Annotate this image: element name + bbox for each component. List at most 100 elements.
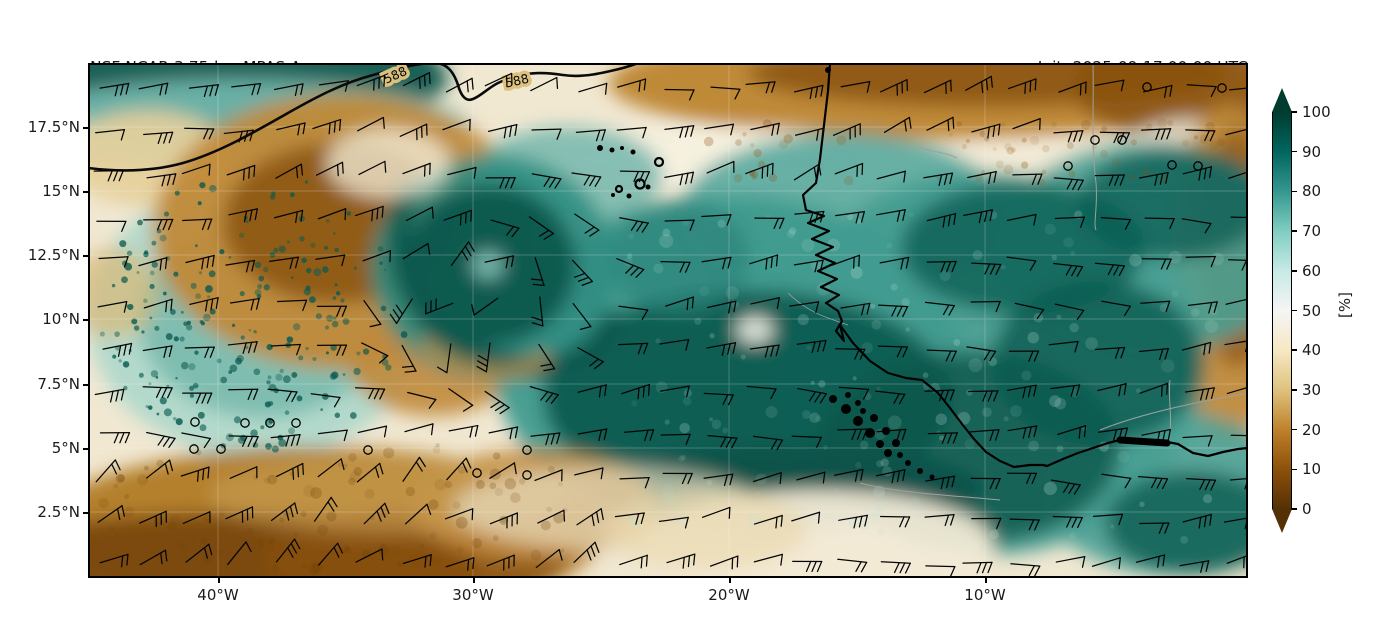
wind-barb [750, 297, 780, 310]
wind-barb [794, 210, 825, 224]
wind-barb [225, 506, 254, 523]
y-axis-tick [83, 255, 88, 257]
colorbar-tick-label: 0 [1302, 500, 1312, 518]
wind-barb [356, 462, 384, 483]
wind-barb [528, 216, 554, 240]
wind-barb [793, 84, 824, 100]
colorbar-tick-label: 100 [1302, 103, 1331, 121]
island [597, 145, 603, 151]
wind-barb [793, 259, 824, 273]
wind-barb [1182, 435, 1213, 447]
wind-barb [98, 256, 129, 268]
wind-barb [402, 554, 432, 568]
wind-barb [749, 344, 780, 358]
humidity-map-svg: 588 588 [88, 63, 1248, 578]
wind-barb [355, 548, 384, 563]
wind-barb [180, 466, 210, 482]
island [630, 149, 636, 155]
wind-barb [752, 472, 782, 485]
wind-barb [312, 118, 342, 135]
wind-barb [181, 163, 211, 176]
wind-barb [746, 385, 777, 400]
wind-barb [617, 78, 647, 92]
wind-barb [1228, 86, 1248, 91]
wind-barb [402, 162, 431, 177]
wind-barb [404, 503, 432, 525]
wind-barb [404, 423, 434, 436]
wind-barb [318, 80, 349, 92]
wind-barb [876, 209, 906, 222]
wind-barb [484, 390, 510, 415]
wind-barb [1012, 117, 1041, 131]
wind-barb [574, 213, 600, 237]
wind-barb [99, 82, 130, 97]
wind-barb [361, 342, 389, 364]
wind-barb [879, 515, 911, 528]
graticule-layer [88, 63, 1248, 578]
wind-barb [270, 502, 299, 522]
wind-barb [227, 341, 258, 354]
calm-wind-circle [190, 417, 200, 427]
wind-barb [926, 260, 957, 273]
wind-barb [484, 72, 513, 88]
wind-barb [876, 428, 907, 441]
wind-barb [701, 506, 731, 519]
colorbar-tick [1291, 230, 1297, 232]
wind-barb [228, 208, 258, 223]
wind-barb [425, 298, 454, 315]
wind-barb [1007, 78, 1037, 95]
colorbar-tick-label: 60 [1302, 261, 1322, 280]
wind-barb [1230, 216, 1248, 219]
wind-barb [402, 456, 426, 482]
wind-barb [794, 127, 825, 141]
wind-barb [273, 209, 304, 224]
wind-barb [1051, 479, 1081, 495]
humidity-field-layer [88, 63, 1248, 578]
wind-barb [97, 300, 128, 313]
wind-barb [710, 86, 741, 100]
wind-barb [143, 218, 174, 231]
x-axis-tick [473, 578, 475, 583]
wind-barb [490, 219, 520, 238]
wind-barb [926, 349, 957, 362]
wind-barb [96, 220, 127, 232]
wind-barb [357, 116, 385, 132]
wind-barb [704, 123, 735, 136]
map-plot-area: 588 588 [88, 63, 1248, 578]
wind-barb [834, 162, 864, 177]
wind-barb [925, 475, 956, 490]
wind-barb [753, 514, 783, 529]
calm-wind-circle [189, 444, 199, 454]
wind-barb [535, 549, 563, 569]
wind-barb [276, 122, 306, 136]
calm-wind-circle [291, 418, 301, 428]
wind-barb [315, 254, 346, 267]
wind-barb [1181, 218, 1212, 234]
wind-barb [185, 543, 213, 563]
colorbar-tick [1291, 508, 1297, 510]
wind-barb [962, 561, 993, 574]
wind-barb [436, 343, 452, 374]
wind-barb [225, 259, 256, 273]
wind-barb [1186, 84, 1217, 98]
x-axis-tick-label: 10°W [964, 586, 1006, 604]
wind-barb [142, 345, 173, 358]
wind-barb [276, 299, 308, 312]
wind-barb [1228, 168, 1248, 179]
wind-barb [316, 344, 348, 356]
wind-barb [577, 384, 607, 398]
wind-barb [189, 297, 219, 312]
wind-barb [317, 458, 345, 478]
wind-barb [966, 346, 997, 362]
wind-barb [571, 172, 602, 187]
wind-barb [926, 116, 955, 132]
wind-barb [924, 301, 955, 316]
wind-barb [275, 163, 304, 179]
colorbar-tick [1291, 150, 1297, 153]
wind-barb [791, 511, 821, 524]
wind-barb [316, 305, 348, 317]
wind-barb [706, 342, 737, 356]
wind-barb [93, 170, 124, 182]
wind-barb [1055, 555, 1086, 568]
wind-barb [529, 386, 559, 404]
